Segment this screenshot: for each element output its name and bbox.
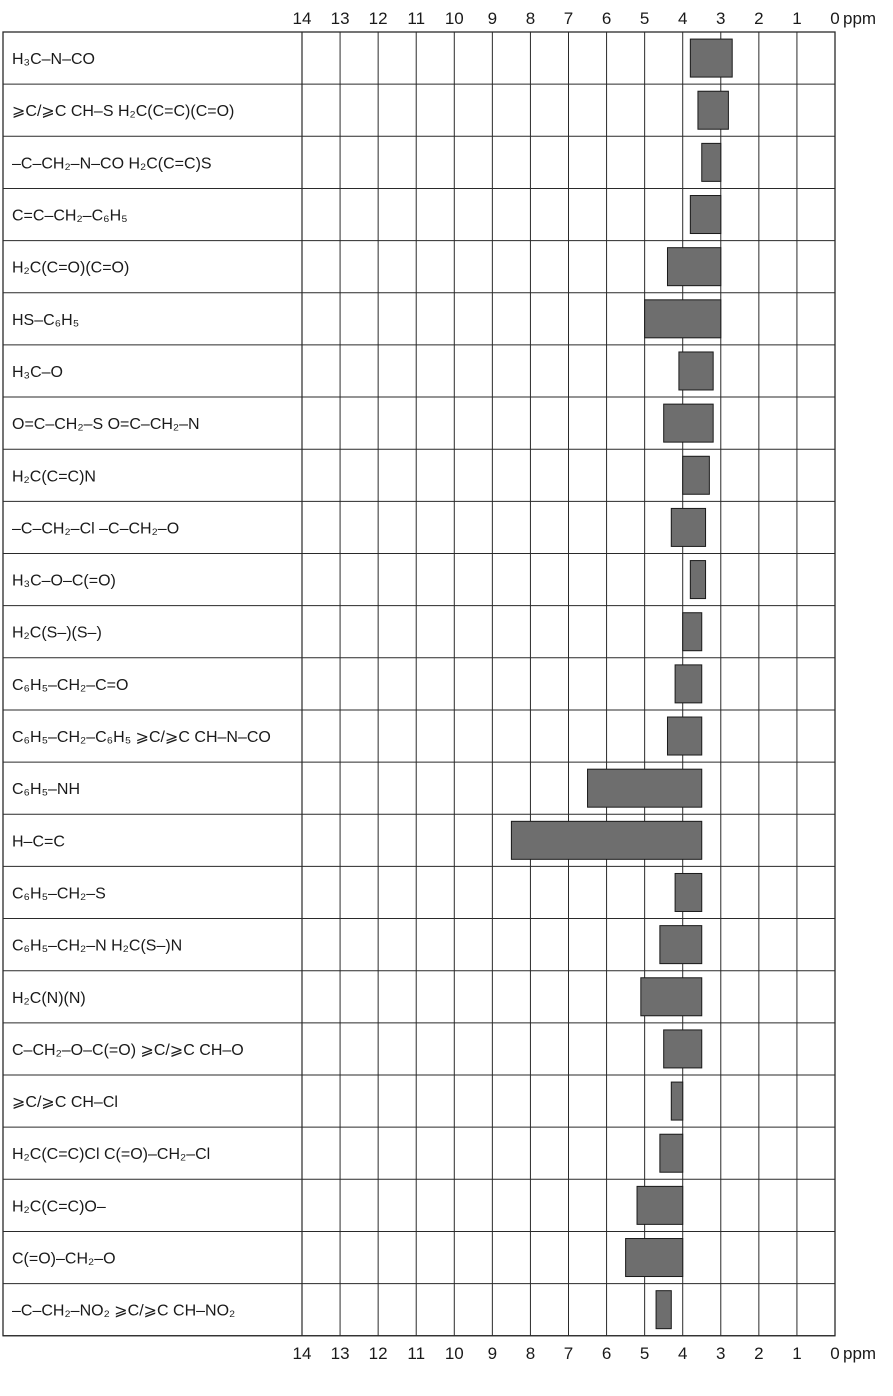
x-tick-label-bottom: 14 (293, 1344, 312, 1363)
row-label: ⩾C/⩾C CH–S H₂C(C=C)(C=O) (12, 103, 234, 120)
x-unit-label-bottom: ppm (843, 1344, 876, 1363)
x-tick-label-bottom: 7 (564, 1344, 573, 1363)
range-bar (690, 561, 705, 599)
range-bar (660, 926, 702, 964)
x-tick-label-top: 4 (678, 9, 687, 28)
x-tick-label-bottom: 11 (407, 1344, 425, 1363)
row-label: H₂C(S–)(S–) (12, 625, 102, 642)
row-label: C₆H₅–CH₂–S (12, 885, 106, 902)
row-label: –C–CH₂–Cl –C–CH₂–O (12, 520, 179, 537)
x-tick-label-top: 1 (792, 9, 801, 28)
range-bar (671, 508, 705, 546)
x-tick-label-bottom: 3 (716, 1344, 725, 1363)
range-bar (671, 1082, 682, 1120)
x-tick-label-bottom: 8 (526, 1344, 535, 1363)
x-tick-label-top: 3 (716, 9, 725, 28)
range-bar (675, 665, 702, 703)
range-bar (656, 1291, 671, 1329)
row-label: H₃C–O (12, 364, 63, 381)
x-tick-label-bottom: 12 (369, 1344, 388, 1363)
row-labels: H₃C–N–CO ⩾C/⩾C CH–S H₂C(C=C)(C=O) –C–CH₂–N… (12, 51, 271, 1320)
range-bar (511, 821, 701, 859)
chart-bars (511, 39, 732, 1329)
x-tick-label-bottom: 6 (602, 1344, 611, 1363)
x-tick-label-top: 0 (830, 9, 839, 28)
range-bar (679, 352, 713, 390)
row-label: H₂C(C=O)(C=O) (12, 260, 129, 277)
range-bar (664, 1030, 702, 1068)
row-label: C₆H₅–CH₂–C=O (12, 677, 128, 694)
range-bar (660, 1134, 683, 1172)
x-tick-label-bottom: 0 (830, 1344, 839, 1363)
range-bar (690, 196, 720, 234)
row-label: H₂C(C=C)O– (12, 1198, 106, 1215)
range-bar (637, 1186, 683, 1224)
row-label: ⩾C/⩾C CH–Cl (12, 1094, 118, 1111)
x-tick-label-top: 12 (369, 9, 388, 28)
range-bar (667, 248, 720, 286)
row-label: C₆H₅–CH₂–C₆H₅ ⩾C/⩾C CH–N–CO (12, 729, 271, 746)
range-bar (667, 717, 701, 755)
range-bar (626, 1239, 683, 1277)
x-unit-label-top: ppm (843, 9, 876, 28)
row-label: –C–CH₂–N–CO H₂C(C=C)S (12, 155, 212, 172)
x-tick-label-top: 10 (445, 9, 464, 28)
row-label: H₂C(C=C)Cl C(=O)–CH₂–Cl (12, 1146, 210, 1163)
row-label: C₆H₅–NH (12, 781, 80, 798)
x-tick-label-top: 6 (602, 9, 611, 28)
x-tick-label-top: 13 (331, 9, 350, 28)
row-label: H₃C–N–CO (12, 51, 95, 68)
x-tick-label-top: 5 (640, 9, 649, 28)
range-bar (702, 143, 721, 181)
x-tick-label-bottom: 9 (488, 1344, 497, 1363)
row-label: H₂C(C=C)N (12, 468, 96, 485)
row-label: C–CH₂–O–C(=O) ⩾C/⩾C CH–O (12, 1042, 244, 1059)
range-bar (683, 456, 710, 494)
row-label: HS–C₆H₅ (12, 312, 79, 329)
row-label: –C–CH₂–NO₂ ⩾C/⩾C CH–NO₂ (12, 1303, 235, 1320)
row-label: C₆H₅–CH₂–N H₂C(S–)N (12, 938, 182, 955)
x-tick-label-top: 7 (564, 9, 573, 28)
x-tick-label-top: 14 (293, 9, 312, 28)
row-label: C=C–CH₂–C₆H₅ (12, 208, 128, 225)
row-label: O=C–CH₂–S O=C–CH₂–N (12, 416, 200, 433)
range-bar (690, 39, 732, 77)
x-tick-label-bottom: 1 (792, 1344, 801, 1363)
range-bar (698, 91, 728, 129)
row-label: H₃C–O–C(=O) (12, 573, 116, 590)
x-tick-label-bottom: 2 (754, 1344, 763, 1363)
range-bar (641, 978, 702, 1016)
row-label: H–C=C (12, 833, 65, 850)
range-bar (664, 404, 713, 442)
axis-tick-labels: 1414131312121111101099887766554433221100… (293, 9, 877, 1363)
x-tick-label-top: 11 (407, 9, 425, 28)
range-bar (645, 300, 721, 338)
x-tick-label-bottom: 13 (331, 1344, 350, 1363)
x-tick-label-top: 9 (488, 9, 497, 28)
x-tick-label-bottom: 5 (640, 1344, 649, 1363)
range-bar (683, 613, 702, 651)
x-tick-label-top: 8 (526, 9, 535, 28)
range-bar (588, 769, 702, 807)
x-tick-label-top: 2 (754, 9, 763, 28)
row-label: C(=O)–CH₂–O (12, 1251, 116, 1268)
x-tick-label-bottom: 10 (445, 1344, 464, 1363)
x-tick-label-bottom: 4 (678, 1344, 687, 1363)
row-label: H₂C(N)(N) (12, 990, 86, 1007)
range-bar (675, 873, 702, 911)
